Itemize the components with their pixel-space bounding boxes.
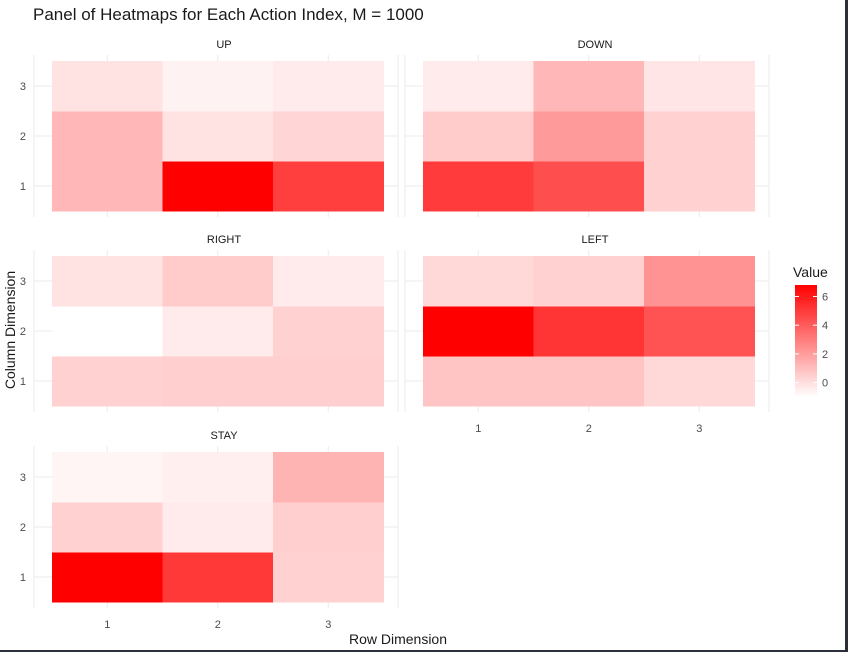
x-tick-label: 2 — [215, 619, 221, 631]
heatmap-tile-up-x3-y1 — [273, 161, 384, 212]
heatmap-tile-left-x1-y1 — [423, 356, 534, 407]
heatmap-tile-left-x2-y3 — [533, 256, 645, 307]
heatmap-tile-right-x3-y1 — [273, 356, 384, 407]
heatmap-tile-left-x3-y2 — [644, 306, 755, 357]
heatmap-tile-stay-x2-y1 — [162, 552, 274, 603]
chart-title: Panel of Heatmaps for Each Action Index,… — [33, 5, 424, 24]
y-tick-label: 3 — [20, 472, 26, 484]
heatmap-panel-left: LEFT 1 2 3 — [404, 234, 770, 435]
legend-colorbar — [795, 285, 817, 397]
y-tick-label: 1 — [20, 376, 26, 388]
heatmap-panel-down: DOWN — [404, 39, 770, 217]
x-tick-label: 3 — [696, 423, 702, 435]
window-frame-bottom — [0, 650, 848, 652]
heatmap-tile-up-x2-y3 — [162, 61, 274, 112]
heatmap-tile-up-x1-y2 — [52, 111, 163, 162]
heatmap-tile-right-x1-y1 — [52, 356, 163, 407]
panel-strip-label: RIGHT — [207, 234, 242, 246]
y-axis-title: Column Dimension — [2, 271, 18, 389]
y-tick-label: 1 — [20, 572, 26, 584]
heatmap-tile-down-x1-y2 — [423, 111, 534, 162]
heatmap-tile-stay-x2-y2 — [162, 502, 274, 553]
heatmap-tile-down-x3-y1 — [644, 161, 755, 212]
heatmap-tile-stay-x1-y1 — [52, 552, 163, 603]
heatmap-panel-right: RIGHT 1 2 3 — [20, 234, 399, 412]
heatmap-tile-right-x1-y3 — [52, 256, 163, 307]
legend: Value 0 2 4 6 — [793, 264, 828, 397]
legend-title: Value — [793, 264, 828, 280]
heatmap-tile-down-x2-y1 — [533, 161, 645, 212]
heatmap-tile-left-x1-y2 — [423, 306, 534, 357]
y-tick-label: 2 — [20, 522, 26, 534]
panel-strip-label: UP — [216, 39, 231, 51]
heatmap-tile-right-x1-y2 — [52, 306, 163, 357]
heatmap-tile-left-x2-y2 — [533, 306, 645, 357]
legend-tick-label: 6 — [822, 291, 828, 303]
heatmap-tile-right-x2-y1 — [162, 356, 274, 407]
heatmap-tile-stay-x2-y3 — [162, 452, 274, 503]
y-tick-label: 2 — [20, 131, 26, 143]
x-tick-label: 3 — [325, 619, 331, 631]
panel-strip-label: DOWN — [578, 39, 613, 51]
legend-tick-label: 4 — [822, 320, 828, 332]
heatmap-tile-down-x1-y1 — [423, 161, 534, 212]
x-tick-label: 1 — [104, 619, 110, 631]
panel-strip-label: LEFT — [582, 234, 609, 246]
heatmap-tile-up-x1-y3 — [52, 61, 163, 112]
heatmap-tile-left-x3-y1 — [644, 356, 755, 407]
legend-tick-label: 2 — [822, 349, 828, 361]
heatmap-tile-down-x3-y3 — [644, 61, 755, 112]
heatmap-tile-right-x3-y3 — [273, 256, 384, 307]
x-tick-label: 2 — [586, 423, 592, 435]
heatmap-tile-left-x2-y1 — [533, 356, 645, 407]
heatmap-tile-up-x3-y2 — [273, 111, 384, 162]
heatmap-tile-right-x2-y3 — [162, 256, 274, 307]
heatmap-tile-right-x2-y2 — [162, 306, 274, 357]
panel-strip-label: STAY — [210, 430, 238, 442]
legend-tick-label: 0 — [822, 378, 828, 390]
y-tick-label: 2 — [20, 326, 26, 338]
heatmap-tile-left-x1-y3 — [423, 256, 534, 307]
heatmap-tile-right-x3-y2 — [273, 306, 384, 357]
y-tick-label: 3 — [20, 81, 26, 93]
heatmap-tile-stay-x3-y1 — [273, 552, 384, 603]
heatmap-tile-down-x2-y2 — [533, 111, 645, 162]
window-frame-edge — [845, 0, 848, 652]
x-tick-label: 1 — [475, 423, 481, 435]
heatmap-tile-stay-x3-y3 — [273, 452, 384, 503]
heatmap-tile-up-x1-y1 — [52, 161, 163, 212]
heatmap-tile-stay-x3-y2 — [273, 502, 384, 553]
heatmap-tile-up-x2-y1 — [162, 161, 274, 212]
y-tick-label: 1 — [20, 181, 26, 193]
y-tick-label: 3 — [20, 276, 26, 288]
heatmap-panel-up: UP 1 2 3 — [20, 39, 399, 217]
heatmap-panel-stay: STAY 1 2 3 1 2 3 — [20, 430, 399, 631]
heatmap-tile-down-x3-y2 — [644, 111, 755, 162]
heatmap-tile-stay-x1-y2 — [52, 502, 163, 553]
heatmap-tile-stay-x1-y3 — [52, 452, 163, 503]
heatmap-tile-left-x3-y3 — [644, 256, 755, 307]
heatmap-tile-down-x2-y3 — [533, 61, 645, 112]
x-axis-title: Row Dimension — [349, 631, 447, 647]
heatmap-tile-down-x1-y3 — [423, 61, 534, 112]
heatmap-tile-up-x3-y3 — [273, 61, 384, 112]
heatmap-tile-up-x2-y2 — [162, 111, 274, 162]
